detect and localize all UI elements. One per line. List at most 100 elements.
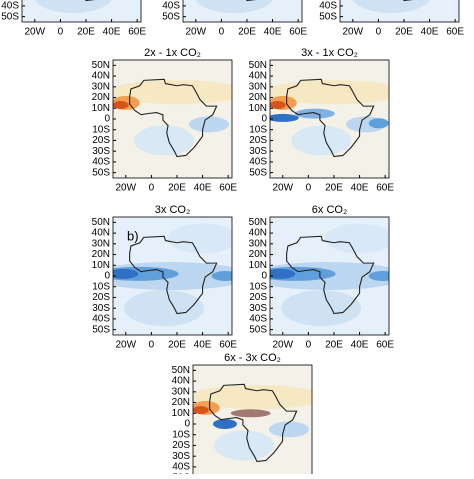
field-patch	[134, 125, 195, 156]
field-patch	[113, 101, 129, 110]
map-panel: 50N40N30N20N10N010S20S30S40S50S20W020E40…	[172, 352, 313, 479]
lon-tick-label: 20W	[273, 183, 294, 194]
coastline	[129, 78, 218, 158]
lat-tick-label: 50S	[249, 324, 267, 335]
plot-frame	[339, 0, 460, 23]
lat-tick-label: 40N	[172, 376, 190, 387]
lat-tick-label: 30N	[92, 81, 110, 92]
panel-label: b)	[127, 228, 139, 243]
lat-tick-label: 40N	[249, 71, 267, 82]
lat-tick-label: 0	[261, 271, 267, 282]
lat-tick-label: 50S	[92, 324, 110, 335]
field-patch	[270, 113, 299, 122]
lat-tick-label: 10S	[249, 124, 267, 135]
lon-tick-label: 40E	[194, 183, 212, 194]
lon-tick-label: 0	[149, 183, 155, 194]
lat-tick-label: 20S	[249, 292, 267, 303]
lon-tick-label: 40E	[103, 27, 121, 38]
shading	[113, 60, 232, 178]
lon-tick-label: 60E	[376, 340, 394, 351]
lat-tick-label: 30N	[249, 81, 267, 92]
lat-tick-label: 40S	[249, 157, 267, 168]
field-patch	[193, 406, 209, 415]
field-patch	[34, 0, 112, 14]
lat-tick-label: 30N	[92, 238, 110, 249]
map-panel: 50N40N30N20N10N010S20S30S40S50S20W020E40…	[319, 0, 464, 38]
map-panel: 50N40N30N20N10N010S20S30S40S50S20W020E40…	[162, 0, 307, 38]
lat-tick-label: 20N	[249, 92, 267, 103]
lat-tick-label: 40N	[249, 228, 267, 239]
lon-tick-label: 20E	[238, 27, 256, 38]
lat-tick-label: 40S	[92, 157, 110, 168]
lon-tick-label: 40E	[351, 340, 369, 351]
lat-tick-label: 0	[104, 271, 110, 282]
field-patch	[270, 80, 389, 105]
lat-tick-label: 20N	[249, 249, 267, 260]
lon-tick-label: 40E	[421, 27, 439, 38]
lat-tick-label: 40S	[249, 314, 267, 325]
panel-title: 6x CO₂	[312, 204, 347, 216]
lon-tick-label: 40E	[351, 183, 369, 194]
coastline	[286, 235, 375, 315]
lat-tick-label: 20S	[172, 440, 190, 451]
lat-tick-label: 20S	[249, 135, 267, 146]
lat-tick-label: 50N	[92, 217, 110, 228]
lat-tick-label: 0	[184, 419, 190, 430]
lat-tick-label: 20N	[92, 92, 110, 103]
plot-frame	[182, 0, 303, 23]
coastline	[209, 383, 298, 463]
lat-tick-label: 0	[104, 114, 110, 125]
field-patch	[113, 266, 179, 281]
field-patch	[212, 419, 237, 429]
field-patch	[113, 80, 232, 105]
lat-tick-label: 50N	[92, 60, 110, 71]
lon-tick-label: 20E	[325, 340, 343, 351]
lon-tick-label: 20E	[77, 27, 95, 38]
lon-tick-label: 20W	[343, 27, 364, 38]
lat-tick-label: 40N	[92, 228, 110, 239]
lat-tick-label: 10N	[92, 260, 110, 271]
lon-tick-label: 20W	[186, 27, 207, 38]
lon-tick-label: 0	[306, 183, 312, 194]
lon-tick-label: 20W	[116, 340, 137, 351]
lat-tick-label: 0	[261, 114, 267, 125]
lat-tick-label: 10S	[172, 429, 190, 440]
lon-tick-label: 0	[219, 27, 225, 38]
lat-tick-label: 40N	[92, 71, 110, 82]
lon-tick-label: 20W	[273, 340, 294, 351]
field-patch	[281, 290, 362, 327]
lon-tick-label: 40E	[194, 340, 212, 351]
lat-tick-label: 50S	[1, 11, 19, 22]
field-patch	[268, 421, 309, 438]
field-patch	[270, 101, 286, 110]
field-patch	[368, 118, 389, 129]
lat-tick-label: 10N	[92, 103, 110, 114]
lat-tick-label: 20S	[92, 292, 110, 303]
lat-tick-label: 30N	[249, 238, 267, 249]
lat-tick-label: 20N	[172, 397, 190, 408]
lon-tick-label: 40E	[264, 27, 282, 38]
shading	[340, 0, 459, 22]
field-patch	[230, 409, 271, 418]
lat-tick-label: 40S	[1, 1, 19, 12]
plot-frame	[21, 0, 142, 23]
lon-tick-label: 60E	[289, 27, 307, 38]
coastline	[286, 78, 375, 158]
lat-tick-label: 40S	[162, 1, 180, 12]
shading	[113, 217, 232, 335]
lon-tick-label: 0	[58, 27, 64, 38]
lat-tick-label: 40S	[319, 1, 337, 12]
lat-tick-label: 10N	[249, 103, 267, 114]
lat-tick-label: 30S	[92, 146, 110, 157]
lon-tick-label: 20W	[25, 27, 46, 38]
lon-tick-label: 20E	[168, 340, 186, 351]
lat-tick-label: 10S	[92, 124, 110, 135]
panel-title: 3x CO₂	[155, 204, 190, 216]
shading	[22, 0, 141, 22]
lat-tick-label: 30S	[249, 303, 267, 314]
lon-tick-label: 20E	[325, 183, 343, 194]
lon-tick-label: 20E	[168, 183, 186, 194]
lat-tick-label: 50S	[249, 167, 267, 178]
